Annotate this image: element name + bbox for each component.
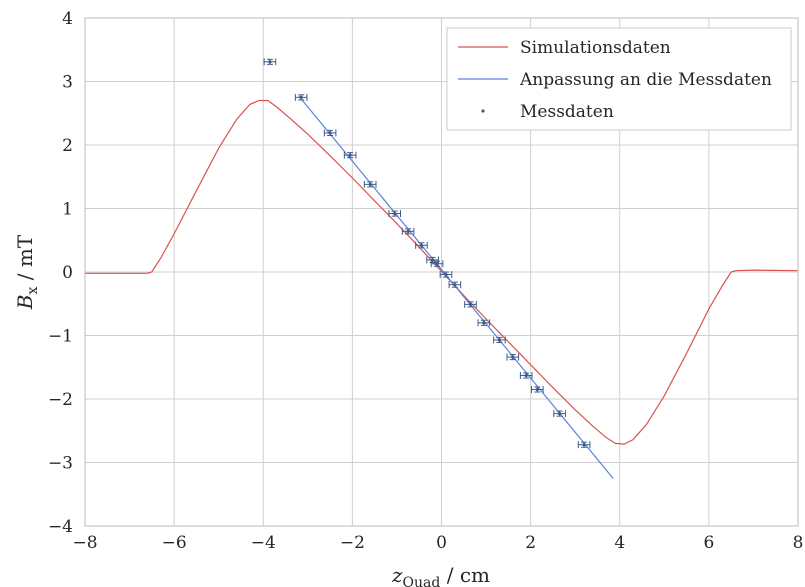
data-point	[531, 385, 544, 393]
x-tick-label: −2	[340, 533, 365, 553]
y-tick-label: −2	[48, 390, 73, 410]
x-axis-label-unit: / cm	[440, 563, 490, 587]
data-point	[363, 180, 377, 188]
plot-frame	[84, 17, 799, 527]
data-point	[401, 227, 415, 235]
data-point	[343, 151, 357, 159]
x-tick-label: −6	[162, 533, 187, 553]
y-axis-label-subscript: x	[25, 286, 41, 294]
data-point	[430, 260, 444, 268]
x-axis-label-main: z	[391, 563, 403, 587]
legend-marker-data	[481, 109, 485, 113]
data-point	[426, 256, 439, 264]
legend-label-simulation: Simulationsdaten	[520, 38, 671, 58]
data-point	[577, 441, 591, 449]
y-axis-label-unit: / mT	[13, 234, 37, 286]
x-tick-label: 4	[614, 533, 625, 553]
y-axis-label: Bx / mT	[13, 234, 41, 310]
y-tick-label: −4	[48, 517, 73, 537]
data-point	[439, 271, 453, 279]
x-tick-label: 2	[525, 533, 536, 553]
data-point	[448, 281, 462, 289]
data-point	[294, 93, 308, 101]
x-tick-label: 0	[436, 533, 447, 553]
simulation-line	[85, 99, 799, 445]
data-point	[323, 129, 337, 137]
tick-labels: −8 −6 −4 −2 0 2 4 6 8 −4 −3 −2 −1 0 1 2 3 4	[48, 9, 803, 553]
y-tick-label: 3	[62, 73, 73, 93]
y-tick-label: 2	[62, 136, 73, 156]
data-point	[553, 410, 566, 418]
y-tick-label: 4	[62, 9, 73, 29]
data-point	[493, 336, 506, 344]
y-tick-label: 1	[62, 200, 73, 220]
data-point	[263, 58, 277, 66]
legend-label-data: Messdaten	[520, 102, 614, 122]
y-tick-label: 0	[62, 263, 73, 283]
y-tick-label: −1	[48, 327, 73, 347]
x-axis-label: zQuad / cm	[391, 563, 490, 587]
series-layer	[85, 58, 799, 479]
data-point	[506, 353, 520, 361]
data-point	[464, 300, 477, 308]
x-axis-label-subscript: Quad	[403, 575, 441, 587]
x-tick-label: 8	[793, 533, 804, 553]
x-tick-label: −8	[72, 533, 97, 553]
x-tick-label: −4	[251, 533, 276, 553]
data-point	[519, 372, 533, 380]
data-point	[415, 241, 428, 249]
y-axis-label-main: B	[13, 294, 37, 310]
legend-label-fit: Anpassung an die Messdaten	[519, 70, 772, 90]
data-point	[388, 210, 402, 218]
y-tick-label: −3	[48, 454, 73, 474]
legend: Simulationsdaten Anpassung an die Messda…	[446, 27, 792, 131]
data-point	[477, 319, 491, 327]
x-tick-label: 6	[703, 533, 714, 553]
